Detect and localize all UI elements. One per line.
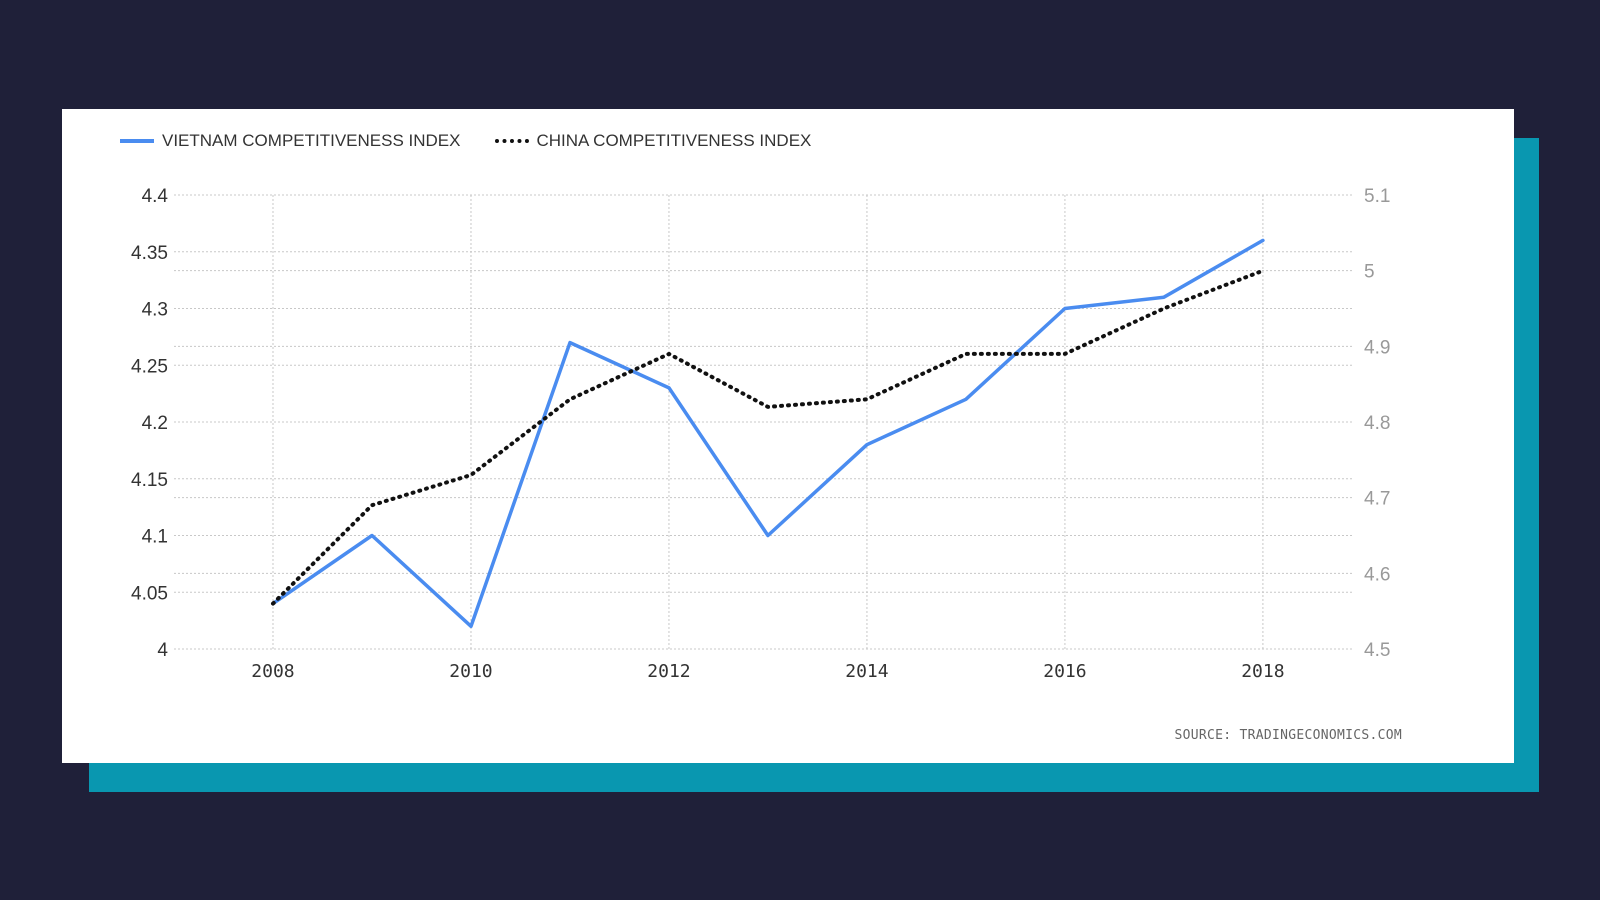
- y-right-tick-label: 4.5: [1364, 640, 1390, 661]
- legend: VIETNAM COMPETITIVENESS INDEX CHINA COMP…: [120, 131, 845, 151]
- series-lines: [271, 238, 1265, 629]
- y-left-tick-label: 4.15: [131, 470, 168, 491]
- left-axis-ticks: 4 4.05 4.1 4.15 4.2 4.25 4.3 4.35 4.4: [131, 186, 168, 661]
- line-chart: 44.054.14.154.24.254.34.354.4 4.54.64.74…: [131, 186, 1390, 682]
- y-left-tick-label: 4.2: [142, 413, 168, 434]
- chart-card: VIETNAM COMPETITIVENESS INDEX CHINA COMP…: [62, 109, 1514, 763]
- legend-swatch-china: [494, 139, 529, 143]
- x-tick-label: 2018: [1241, 661, 1284, 682]
- x-tick-label: 2012: [647, 661, 690, 682]
- y-right-tick-label: 4.9: [1364, 337, 1390, 358]
- x-tick-label: 2014: [845, 661, 888, 682]
- y-right-tick-label: 5: [1364, 262, 1375, 283]
- x-tick-label: 2016: [1043, 661, 1086, 682]
- y-left-tick-label: 4: [157, 640, 168, 661]
- x-tick-label: 2010: [449, 661, 492, 682]
- legend-item-vietnam[interactable]: VIETNAM COMPETITIVENESS INDEX: [120, 131, 461, 151]
- x-tick-label: 2008: [251, 661, 294, 682]
- grid: [174, 194, 1352, 650]
- series-line-vietnam: [271, 238, 1265, 629]
- legend-label-china: CHINA COMPETITIVENESS INDEX: [536, 131, 812, 150]
- legend-item-china[interactable]: CHINA COMPETITIVENESS INDEX: [494, 131, 812, 151]
- y-right-tick-label: 4.6: [1364, 564, 1390, 585]
- y-left-tick-label: 4.35: [131, 243, 168, 264]
- right-axis-ticks: 4.5 4.6 4.7 4.8 4.9 5 5.1: [1364, 186, 1390, 661]
- x-axis-ticks: 2008 2010 2012 2014 2016 2018: [251, 661, 1284, 682]
- y-left-tick-label: 4.05: [131, 583, 168, 604]
- source-note: SOURCE: TRADINGECONOMICS.COM: [1174, 728, 1402, 743]
- y-left-tick-label: 4.4: [142, 186, 169, 207]
- y-left-tick-label: 4.1: [142, 527, 168, 548]
- y-right-tick-label: 4.8: [1364, 413, 1390, 434]
- legend-swatch-vietnam: [120, 139, 154, 143]
- y-right-tick-label: 4.7: [1364, 489, 1390, 510]
- y-left-tick-label: 4.25: [131, 356, 168, 377]
- legend-label-vietnam: VIETNAM COMPETITIVENESS INDEX: [162, 131, 461, 150]
- y-left-tick-label: 4.3: [142, 300, 168, 321]
- series-line-china: [271, 268, 1265, 606]
- y-right-tick-label: 5.1: [1364, 186, 1390, 207]
